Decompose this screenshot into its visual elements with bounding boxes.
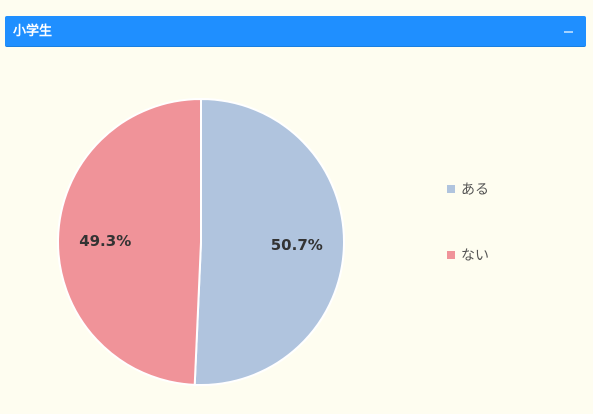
legend-item[interactable]: ある [447, 182, 489, 198]
panel-header: 小学生 [5, 16, 586, 47]
legend-label: ない [461, 248, 489, 264]
minus-icon[interactable] [560, 22, 578, 40]
panel-title: 小学生 [13, 24, 53, 39]
legend-swatch [447, 251, 455, 259]
pie-chart-area: 50.7% 49.3% あるない [0, 48, 593, 410]
slice-percent-label: 49.3% [79, 232, 131, 250]
legend-item[interactable]: ない [447, 248, 489, 264]
slice-percent-label: 50.7% [271, 236, 323, 254]
legend-label: ある [461, 182, 489, 198]
pie-slice-2[interactable] [57, 97, 202, 386]
pie-slice-1[interactable] [193, 97, 345, 386]
legend-swatch [447, 185, 455, 193]
